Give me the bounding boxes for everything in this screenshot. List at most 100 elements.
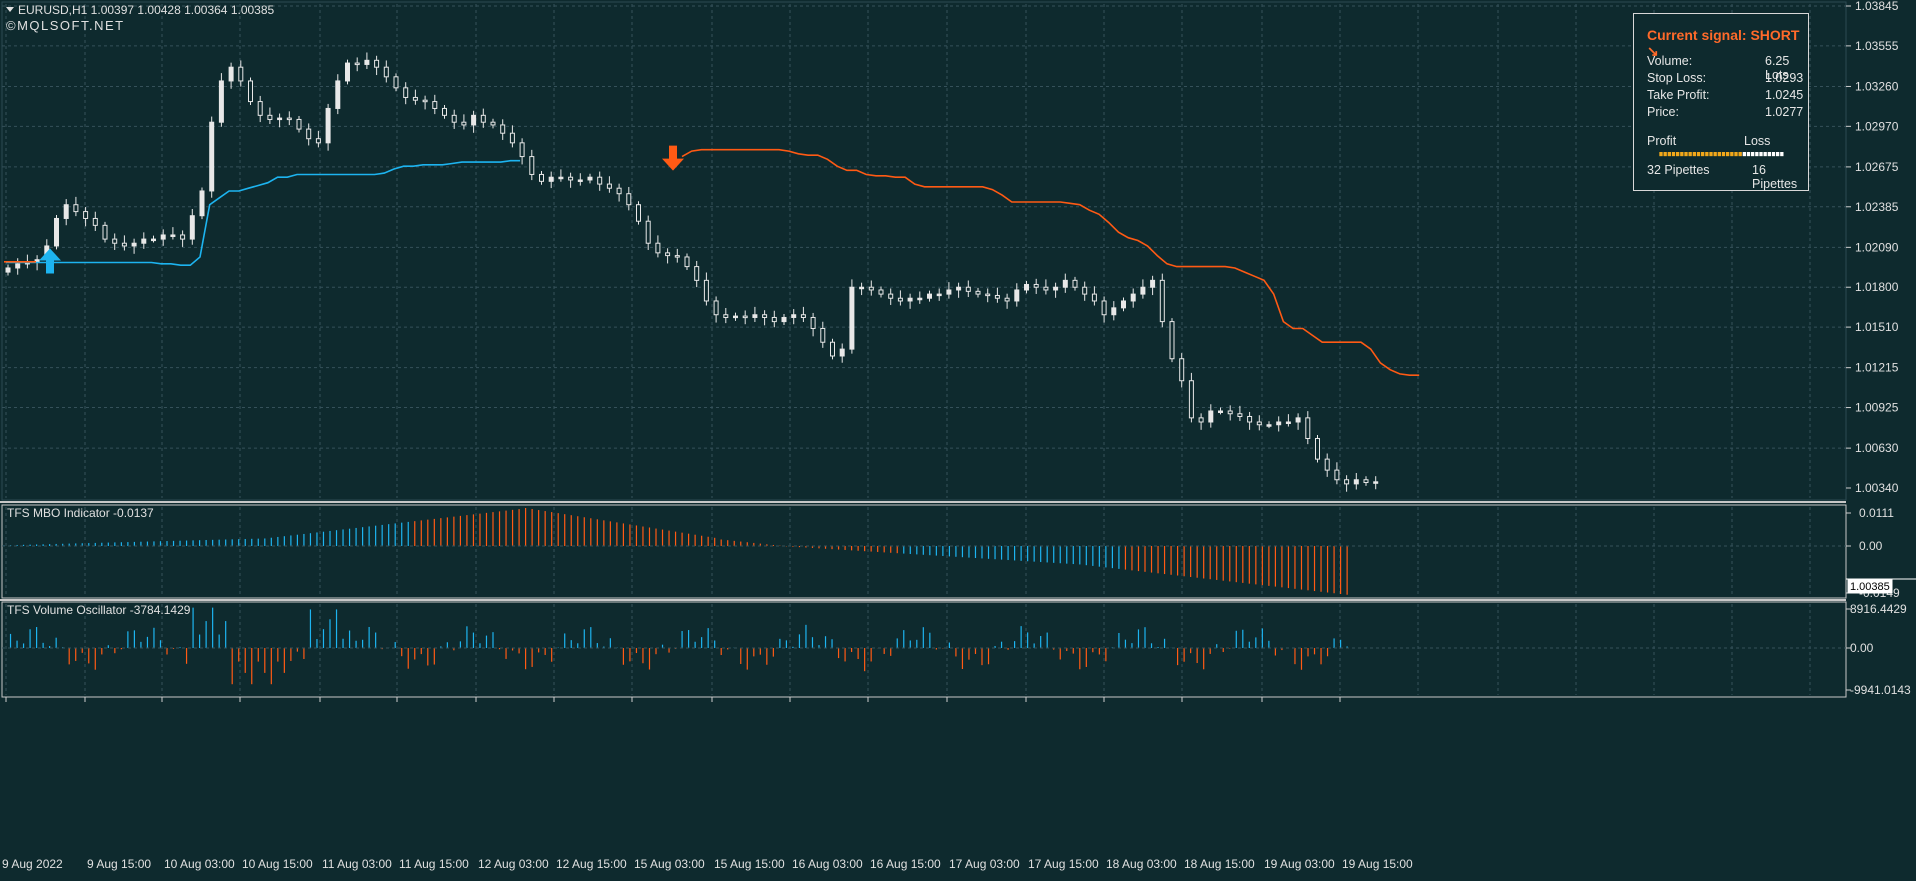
pl-bar-segment [1713, 152, 1717, 157]
candle-body [432, 101, 438, 109]
candle-body [306, 128, 312, 140]
profit-pipettes: 32 Pipettes [1647, 163, 1710, 177]
pl-bar-segment [1709, 152, 1713, 157]
candle-body [228, 66, 234, 82]
price-tick-label: 1.00630 [1855, 441, 1899, 455]
candle-body [199, 190, 205, 217]
candle-body [1179, 358, 1185, 382]
price-label: Price: [1647, 105, 1679, 119]
mbo-tick-label: 0.00 [1859, 539, 1883, 553]
mbo-pane[interactable] [1, 504, 1847, 599]
candle-body [965, 286, 971, 292]
signal-arrows [39, 145, 684, 274]
candle-body [1062, 279, 1068, 288]
candle-body [897, 297, 903, 302]
pl-bar-segment [1721, 152, 1726, 157]
candle-body [1295, 417, 1301, 423]
time-tick-label: 16 Aug 15:00 [870, 857, 941, 871]
candle-body [529, 156, 535, 175]
candle-body [121, 242, 127, 247]
loss-label: Loss [1744, 134, 1771, 148]
candle-body [1198, 417, 1204, 423]
pl-bar-segment [1688, 152, 1692, 157]
short-stop-line [681, 148, 1420, 376]
candle-body [878, 289, 884, 295]
candle-body [1266, 424, 1272, 427]
candle-body [480, 114, 486, 123]
candle-body [170, 234, 176, 237]
time-tick-label: 19 Aug 03:00 [1264, 857, 1335, 871]
take-profit-row: Take Profit: 1.0245 [1647, 88, 1803, 104]
pl-bar-segment [1738, 152, 1742, 157]
candle-body [820, 327, 826, 343]
signal-panel[interactable]: Current signal: SHORT ↘ Volume: 6.25 Lot… [1633, 13, 1809, 191]
candle-body [141, 238, 147, 244]
take-profit-value: 1.0245 [1765, 88, 1804, 102]
main-pane[interactable] [1, 1, 1847, 501]
symbol-header: EURUSD,H1 1.00397 1.00428 1.00364 1.0038… [18, 3, 275, 17]
candle-body [587, 176, 593, 181]
candle-body [1315, 437, 1320, 460]
volume-row: Volume: 6.25 Lots [1647, 54, 1796, 82]
candle-body [839, 348, 845, 357]
candle-body [461, 121, 467, 126]
candle-body [917, 297, 923, 301]
candle-body [1072, 279, 1078, 288]
candle-body [597, 176, 603, 185]
dropdown-triangle-icon[interactable] [6, 7, 14, 12]
candle-body [752, 314, 758, 318]
candle-body [277, 117, 283, 121]
candle-body [548, 176, 554, 182]
pl-bar-segment [1734, 152, 1738, 157]
price-row: Price: 1.0277 [1647, 105, 1803, 121]
candle-body [519, 142, 525, 158]
candle-body [1033, 283, 1039, 288]
candle-body [451, 114, 457, 123]
candle-body [325, 107, 331, 144]
candle-body [102, 224, 108, 240]
pl-bar-segment [1776, 152, 1780, 157]
candle-body [1111, 307, 1117, 316]
time-tick-label: 12 Aug 15:00 [556, 857, 627, 871]
pl-bar-segment [1767, 152, 1771, 157]
candle-body [1237, 413, 1243, 417]
candle-body [112, 238, 118, 244]
time-tick-label: 19 Aug 15:00 [1342, 857, 1413, 871]
candle-body [1169, 321, 1175, 360]
candle-body [674, 255, 680, 258]
candle-body [956, 286, 962, 291]
volume-label: Volume: [1647, 54, 1693, 68]
candle-body [810, 316, 816, 329]
candle-body [606, 183, 612, 189]
candle-body [1130, 293, 1136, 302]
candle-body [1344, 479, 1350, 485]
mbo-tick-label: 0.0111 [1859, 506, 1894, 520]
price-tick-label: 1.02675 [1855, 160, 1899, 174]
volume-pane[interactable] [1, 601, 1847, 698]
candles [5, 52, 1379, 492]
time-axis: 9 Aug 2022 9 Aug 15:00 10 Aug 03:00 10 Aug … [2, 697, 1413, 871]
candle-body [888, 293, 894, 299]
candle-body [500, 124, 506, 134]
sell-arrow-icon [662, 145, 684, 171]
profit-label: Profit [1647, 134, 1677, 148]
candle-body [1247, 415, 1253, 423]
price-tick-label: 1.01215 [1855, 361, 1899, 375]
long-stop-line [6, 159, 521, 266]
price-tick-label: 1.03845 [1855, 0, 1899, 13]
pl-bar-segment [1746, 152, 1751, 157]
candle-body [15, 263, 21, 269]
candle-body [335, 80, 341, 109]
candle-body [422, 99, 428, 103]
candle-body [830, 341, 835, 357]
candle-body [1121, 300, 1126, 309]
price-axis: 1.03845 1.03555 1.03260 1.02970 1.02675 1.023… [1846, 0, 1899, 495]
candle-body [616, 187, 622, 195]
time-tick-label: 15 Aug 15:00 [714, 857, 785, 871]
time-tick-label: 18 Aug 03:00 [1106, 857, 1177, 871]
candle-body [238, 66, 244, 82]
price-tick-label: 1.00340 [1855, 481, 1899, 495]
candle-body [975, 290, 981, 295]
